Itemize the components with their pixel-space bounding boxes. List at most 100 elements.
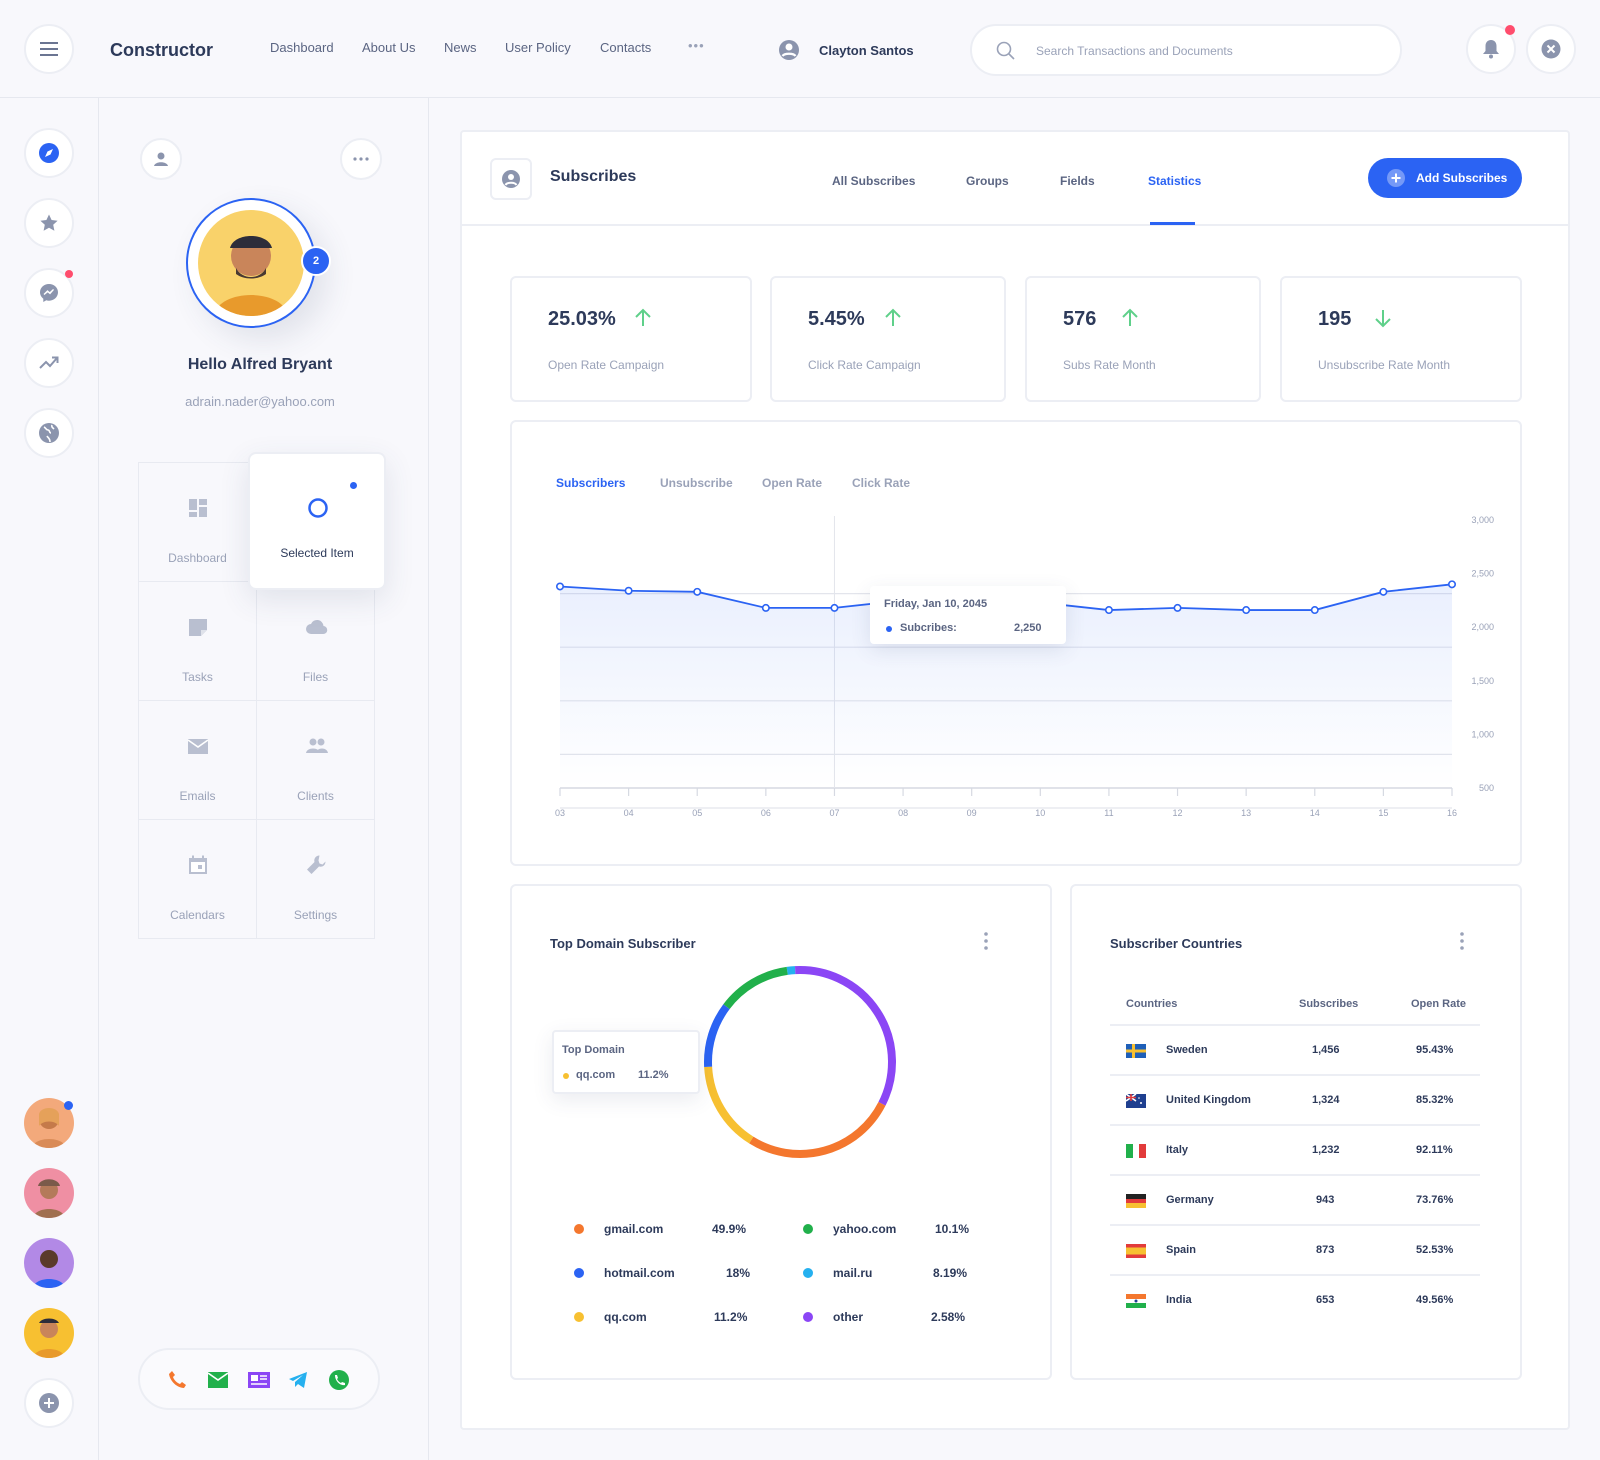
table-row[interactable]: India 653 49.56% [1110,1276,1480,1326]
contact-avatar-2[interactable] [24,1168,74,1218]
stat-card-click-rate: 5.45% Click Rate Campaign [770,276,1006,402]
tile-selected-item[interactable]: Selected Item [248,452,386,590]
chart-tab-click-rate[interactable]: Click Rate [852,476,911,490]
data-point[interactable] [624,586,633,595]
rail-favorites-button[interactable] [24,198,74,248]
tile-label: Settings [293,908,338,922]
chart-tab-open-rate[interactable]: Open Rate [762,476,823,490]
tab-all-subscribes[interactable]: All Subscribes [832,174,916,188]
profile-more-button[interactable] [340,138,382,180]
country-open-rate: 92.11% [1416,1144,1453,1156]
data-point[interactable] [761,603,770,612]
menu-button[interactable] [24,24,74,74]
whatsapp-icon[interactable] [328,1369,350,1391]
legend-label: gmail.com [604,1222,664,1236]
nav-dashboard[interactable]: Dashboard [270,40,334,55]
table-divider [1110,1024,1480,1026]
table-row[interactable]: Spain 873 52.53% [1110,1226,1480,1276]
nav-user-policy[interactable]: User Policy [505,40,571,55]
nav-news[interactable]: News [444,40,477,55]
table-row[interactable]: Sweden 1,456 95.43% [1110,1026,1480,1076]
profile-avatar[interactable] [198,210,304,316]
tile-tasks[interactable]: Tasks [138,581,257,701]
legend-dot [574,1224,584,1234]
nav-contacts[interactable]: Contacts [600,40,652,55]
table-row[interactable]: Italy 1,232 92.11% [1110,1126,1480,1176]
country-subscribes: 943 [1316,1194,1335,1206]
more-vertical-icon[interactable] [1460,932,1464,950]
data-point[interactable] [555,582,564,591]
profile-greeting: Hello Alfred Bryant [187,356,333,373]
user-name[interactable]: Clayton Santos [819,43,914,58]
table-row[interactable]: United Kingdom 1,324 85.32% [1110,1076,1480,1126]
tile-files[interactable]: Files [256,581,375,701]
profile-button[interactable] [140,138,182,180]
data-point[interactable] [830,603,839,612]
telegram-icon[interactable] [288,1371,308,1389]
people-icon [306,738,328,753]
dashboard-icon [189,499,207,517]
data-point[interactable] [1242,606,1251,615]
donut-slice[interactable] [786,966,796,975]
tooltip-value: 2,250 [1014,622,1042,634]
phone-icon[interactable] [168,1370,188,1390]
data-point[interactable] [1310,606,1319,615]
tile-emails[interactable]: Emails [138,700,257,820]
quick-actions-bar [138,1348,380,1410]
data-point[interactable] [693,587,702,596]
stat-label: Open Rate Campaign [548,358,665,372]
chart-tab-subscribers[interactable]: Subscribers [556,476,626,490]
stat-label: Click Rate Campaign [808,358,921,372]
stat-card-open-rate: 25.03% Open Rate Campaign [510,276,752,402]
x-tick-label: 06 [761,808,771,818]
x-tick-label: 13 [1241,808,1251,818]
close-icon [1541,39,1561,59]
star-icon [40,214,58,231]
mail-icon[interactable] [208,1371,228,1389]
chart-tab-unsubscribe[interactable]: Unsubscribe [660,476,733,490]
nav-about-us[interactable]: About Us [362,40,416,55]
add-subscribes-button[interactable]: Add Subscribes [1368,158,1522,198]
tab-fields[interactable]: Fields [1060,174,1095,188]
data-point[interactable] [1447,580,1456,589]
more-vertical-icon[interactable] [984,932,988,950]
x-tick-label: 11 [1104,808,1113,818]
newspaper-icon[interactable] [248,1371,270,1389]
donut-slice[interactable] [749,1101,886,1158]
donut-slice[interactable] [723,966,788,1010]
nav-more[interactable]: ••• [688,38,705,53]
x-tick-label: 12 [1173,808,1183,818]
stat-card-unsubscribe-rate: 195 Unsubscribe Rate Month [1280,276,1522,402]
data-point[interactable] [1379,587,1388,596]
data-point[interactable] [1173,603,1182,612]
subscriber-countries-card: Subscriber Countries Countries Subscribe… [1070,884,1522,1380]
tile-settings[interactable]: Settings [256,819,375,939]
user-icon [154,152,168,166]
table-row[interactable]: Germany 943 73.76% [1110,1176,1480,1226]
active-tab-indicator [1150,222,1195,225]
tile-dashboard[interactable]: Dashboard [138,462,257,582]
donut-slice[interactable] [704,1066,754,1144]
contact-avatar-3[interactable] [24,1238,74,1288]
rail-analytics-button[interactable] [24,338,74,388]
add-contact-button[interactable] [24,1378,74,1428]
tab-groups[interactable]: Groups [966,174,1009,188]
search-input[interactable]: Search Transactions and Documents [1036,44,1233,58]
data-point[interactable] [1104,606,1113,615]
more-horizontal-icon [353,157,369,161]
india-flag-icon [1126,1294,1146,1308]
donut-slice[interactable] [704,1004,730,1068]
search-box[interactable]: Search Transactions and Documents [970,24,1402,76]
donut-tooltip-dot [563,1073,569,1079]
tile-label: Clients [297,789,334,803]
x-tick-label: 15 [1378,808,1388,818]
rail-explore-button[interactable] [24,128,74,178]
add-subscribes-label: Add Subscribes [1416,171,1508,185]
tab-statistics[interactable]: Statistics [1148,174,1202,188]
close-button[interactable] [1526,24,1576,74]
donut-slice[interactable] [794,966,896,1106]
tile-clients[interactable]: Clients [256,700,375,820]
rail-globe-button[interactable] [24,408,74,458]
contact-avatar-4[interactable] [24,1308,74,1358]
tile-calendars[interactable]: Calendars [138,819,257,939]
